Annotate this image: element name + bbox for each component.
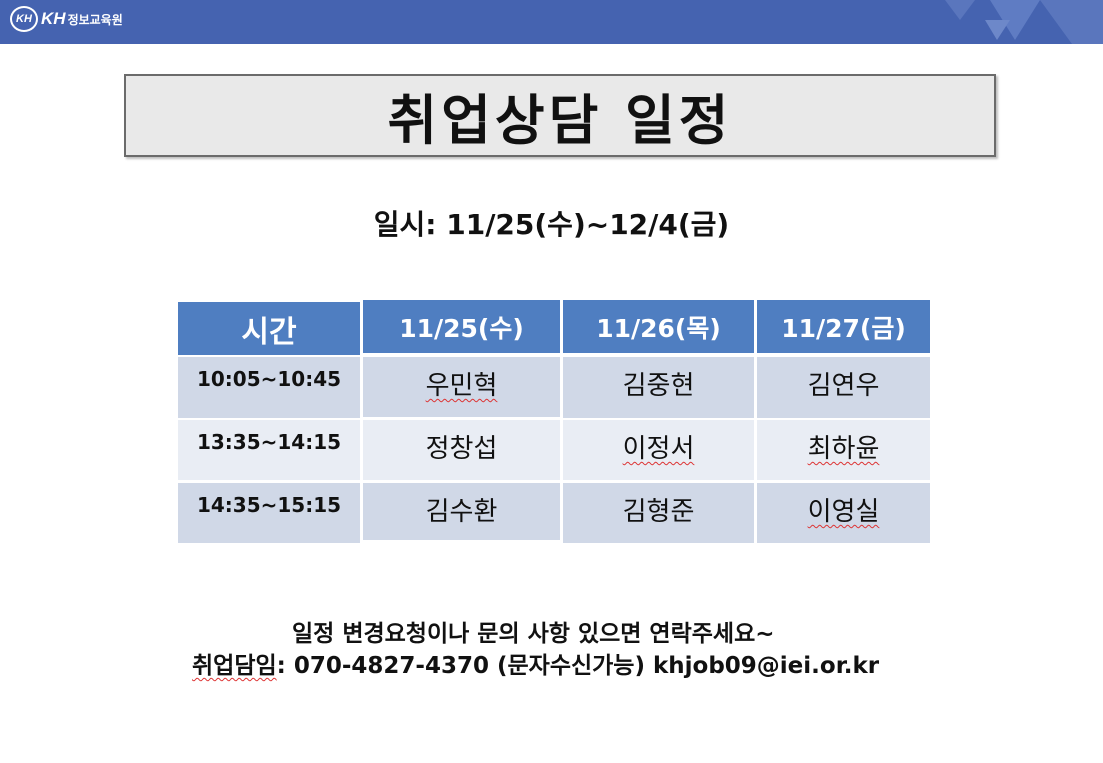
name-cell: 김형준 — [563, 483, 754, 543]
name-text: 이영실 — [807, 497, 880, 527]
time-cell: 14:35~15:15 — [178, 483, 360, 543]
contact-label: 취업담임 — [192, 653, 277, 679]
name-text: 정창섭 — [425, 434, 498, 464]
header-time: 시간 — [178, 302, 360, 355]
name-text: 최하윤 — [807, 434, 880, 464]
name-cell: 이정서 — [563, 420, 754, 480]
header-day-1: 11/25(수) — [363, 300, 560, 353]
header-day-2: 11/26(목) — [563, 300, 754, 353]
name-cell: 김연우 — [757, 357, 930, 418]
contact-details: : 070-4827-4370 (문자수신가능) khjob09@iei.or.… — [276, 653, 880, 679]
banner-decoration — [945, 0, 1103, 44]
time-cell: 10:05~10:45 — [178, 357, 360, 418]
logo-icon: KH — [10, 6, 38, 32]
header-day-3: 11/27(금) — [757, 300, 930, 353]
name-text: 김수환 — [425, 497, 498, 527]
name-cell: 정창섭 — [363, 420, 560, 480]
name-text: 김형준 — [622, 497, 695, 527]
title-box: 취업상담 일정 — [124, 74, 996, 157]
name-cell: 최하윤 — [757, 420, 930, 480]
contact-info: 취업담임: 070-4827-4370 (문자수신가능) khjob09@iei… — [192, 646, 879, 680]
time-cell: 13:35~14:15 — [178, 420, 360, 480]
name-text: 이정서 — [622, 434, 695, 464]
page-title: 취업상담 일정 — [387, 89, 733, 152]
name-text: 김중현 — [622, 371, 695, 401]
brand-logo[interactable]: KH KH 정보교육원 — [10, 6, 123, 32]
name-cell: 우민혁 — [363, 357, 560, 417]
top-banner: KH KH 정보교육원 — [0, 0, 1103, 44]
name-text: 김연우 — [807, 371, 880, 401]
logo-name-text: 정보교육원 — [67, 12, 123, 27]
name-cell: 김중현 — [563, 357, 754, 418]
name-cell: 김수환 — [363, 483, 560, 540]
contact-note: 일정 변경요청이나 문의 사항 있으면 연락주세요~ — [292, 621, 775, 647]
logo-kh-text: KH — [41, 9, 66, 28]
date-range: 일시: 11/25(수)~12/4(금) — [373, 208, 730, 241]
name-cell: 이영실 — [757, 483, 930, 543]
name-text: 우민혁 — [425, 371, 498, 401]
